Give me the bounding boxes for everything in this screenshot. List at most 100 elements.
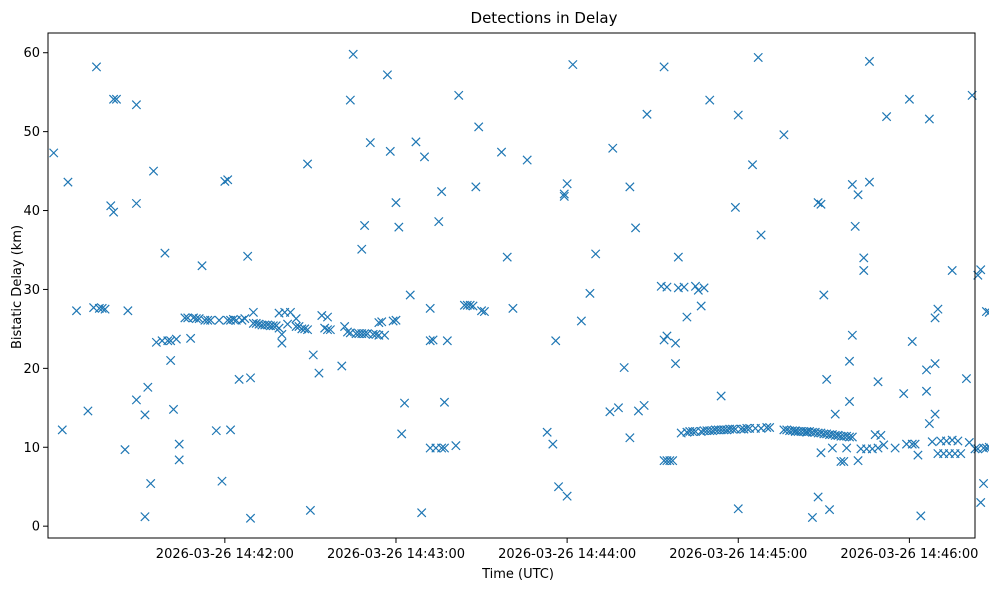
data-point (391, 198, 401, 208)
data-point (151, 337, 162, 347)
data-point (665, 456, 675, 466)
data-point (827, 443, 838, 453)
data-point (63, 177, 73, 187)
y-tick-label: 10 (23, 441, 40, 456)
data-point (608, 143, 618, 153)
data-point (180, 313, 190, 323)
data-point (468, 301, 478, 311)
data-point (984, 307, 989, 317)
data-point (930, 358, 940, 369)
data-point (553, 482, 564, 492)
data-point (131, 198, 142, 209)
data-point (699, 283, 709, 293)
data-point (853, 190, 863, 200)
data-point (166, 336, 176, 346)
data-point (419, 152, 430, 162)
data-point (813, 492, 823, 502)
data-point (57, 425, 67, 435)
data-point (277, 338, 287, 348)
data-point (143, 382, 153, 392)
data-point (890, 443, 900, 453)
data-point (927, 437, 937, 447)
data-point (542, 427, 552, 437)
data-point (733, 504, 743, 514)
data-point (171, 334, 181, 344)
y-axis-label: Bistatic Delay (km) (10, 225, 25, 349)
data-point (100, 304, 110, 314)
data-point (476, 306, 487, 316)
data-point (394, 222, 404, 232)
data-point (907, 336, 917, 347)
data-point (388, 316, 398, 326)
data-point (140, 512, 150, 522)
data-point (548, 439, 558, 449)
data-point (131, 100, 142, 110)
data-point (220, 176, 230, 186)
data-point (417, 508, 427, 518)
data-point (371, 329, 381, 340)
data-point (365, 138, 375, 148)
x-tick-label: 2026-03-26 14:43:00 (327, 547, 465, 562)
data-point (277, 329, 287, 340)
data-point (425, 336, 435, 346)
data-point (625, 182, 635, 192)
data-point (245, 513, 256, 523)
y-tick-label: 60 (23, 46, 40, 61)
data-point (921, 365, 932, 375)
data-point (411, 137, 421, 147)
data-point (146, 478, 156, 489)
data-point (822, 374, 832, 385)
data-point (907, 439, 917, 449)
data-point (322, 325, 333, 335)
chart-title: Detections in Delay (471, 9, 618, 27)
data-point (434, 216, 444, 227)
data-point (930, 313, 940, 323)
data-point (217, 476, 227, 486)
data-point (585, 288, 595, 299)
data-point (108, 94, 119, 104)
data-point (302, 159, 313, 169)
data-point (302, 325, 313, 335)
data-point (668, 456, 678, 466)
data-point (425, 303, 435, 314)
data-point (197, 261, 207, 271)
data-point (625, 433, 635, 443)
data-point (696, 301, 706, 311)
data-point (348, 49, 358, 59)
data-point (428, 335, 438, 345)
data-point (933, 304, 943, 314)
data-point (947, 265, 957, 276)
y-axis-ticks: 0 10 20 30 40 50 60 (23, 46, 48, 535)
data-point (670, 338, 681, 348)
data-point (268, 321, 278, 331)
data-point (405, 290, 415, 300)
data-point (819, 290, 829, 300)
data-point (816, 199, 826, 209)
data-point (673, 252, 683, 262)
data-point (881, 112, 892, 122)
data-point (300, 324, 310, 334)
data-point (194, 314, 204, 324)
data-point (479, 306, 490, 317)
data-point (49, 148, 59, 158)
data-point (91, 62, 102, 72)
x-tick-label: 2026-03-26 14:44:00 (498, 547, 636, 562)
data-point (879, 440, 889, 450)
data-point (562, 491, 572, 501)
data-point (984, 442, 989, 452)
data-point (436, 186, 447, 197)
data-point (240, 314, 250, 324)
data-point (243, 251, 253, 261)
data-point (899, 388, 909, 399)
data-point (756, 230, 766, 240)
data-point (847, 179, 857, 190)
data-point (471, 182, 481, 192)
data-point (747, 160, 758, 170)
data-point (83, 406, 93, 416)
data-point (399, 398, 410, 408)
y-tick-label: 0 (32, 520, 40, 535)
data-point (690, 281, 701, 291)
data-point (853, 456, 863, 466)
data-point (191, 314, 201, 324)
